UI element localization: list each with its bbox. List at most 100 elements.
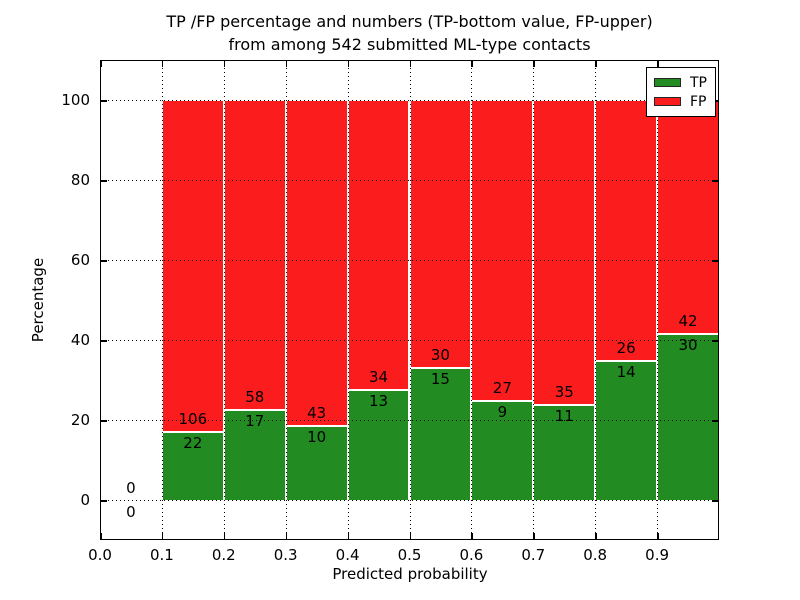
x-tick-label: 0.3 xyxy=(273,546,298,564)
y-tick-mark xyxy=(100,340,107,342)
bar-segment-tp xyxy=(409,366,472,500)
chart-title: TP /FP percentage and numbers (TP-bottom… xyxy=(100,10,719,56)
x-tick-label: 0.5 xyxy=(397,546,422,564)
legend-item-fp: FP xyxy=(654,92,707,111)
bar-segment-tp xyxy=(657,333,719,500)
bar-segment-fp xyxy=(161,100,224,432)
x-tick-mark xyxy=(657,533,659,540)
bar-segment-fp xyxy=(223,100,286,410)
bar-segment-fp xyxy=(347,100,410,390)
x-tick-label: 0.0 xyxy=(88,546,112,564)
x-tick-mark xyxy=(223,533,226,540)
x-tick-label: 0.8 xyxy=(583,546,608,564)
x-tick-mark xyxy=(595,533,597,540)
gridline-vertical xyxy=(471,60,473,540)
legend-swatch-tp xyxy=(654,78,681,87)
bar-segment-fp xyxy=(595,100,658,360)
y-tick-label: 20 xyxy=(70,411,90,429)
x-tick-label: 0.1 xyxy=(149,546,174,564)
y-tick-mark-right xyxy=(712,260,719,262)
bar-value-tp: 14 xyxy=(616,363,636,381)
x-tick-mark xyxy=(409,533,411,540)
gridline-vertical xyxy=(285,60,287,540)
y-tick-mark-right xyxy=(712,420,719,422)
bar-value-fp: 42 xyxy=(678,312,698,331)
y-tick-label: 60 xyxy=(70,251,90,269)
bar-segment-tp xyxy=(223,409,286,500)
y-tick-mark xyxy=(100,500,107,502)
bar-value-fp: 27 xyxy=(492,379,512,397)
y-tick-mark-right xyxy=(712,340,719,342)
bar-value-fp: 58 xyxy=(245,388,265,407)
bar-segment-fp xyxy=(471,100,534,400)
bar-value-tp: 11 xyxy=(554,407,574,426)
gridline-vertical xyxy=(409,60,411,540)
bar-value-tp: 0 xyxy=(126,503,136,521)
bar-value-fp: 35 xyxy=(554,383,574,402)
bar-value-tp: 17 xyxy=(245,412,265,431)
x-tick-mark xyxy=(347,533,350,540)
x-tick-mark-top xyxy=(347,60,350,67)
x-tick-mark-top xyxy=(223,60,226,67)
x-tick-mark xyxy=(533,533,535,540)
y-tick-mark xyxy=(100,180,107,182)
y-tick-mark xyxy=(100,420,107,422)
bar-value-tp: 22 xyxy=(183,434,203,453)
legend-label-fp: FP xyxy=(690,93,707,110)
y-tick-mark-right xyxy=(712,500,719,502)
x-tick-mark-top xyxy=(285,60,288,67)
y-tick-label: 80 xyxy=(70,171,90,189)
bar-value-fp: 106 xyxy=(178,410,208,429)
y-tick-mark-right xyxy=(712,180,719,182)
gridline-vertical xyxy=(161,60,163,540)
y-axis-label: Percentage xyxy=(29,257,47,343)
bar-segment-tp xyxy=(285,424,348,500)
legend-swatch-fp xyxy=(654,97,681,106)
bar-segment-fp xyxy=(285,100,348,425)
bar-segment-fp xyxy=(657,100,719,334)
x-tick-mark-top xyxy=(409,60,411,67)
bar-segment-tp xyxy=(595,360,658,500)
gridline-vertical xyxy=(533,60,535,540)
x-tick-label: 0.7 xyxy=(521,546,546,564)
bar-value-tp: 9 xyxy=(497,403,508,421)
x-tick-mark-top xyxy=(471,60,473,67)
bar-segment-tp xyxy=(347,389,410,500)
y-tick-label: 0 xyxy=(80,491,90,509)
bar-value-fp: 43 xyxy=(307,403,327,422)
x-tick-mark xyxy=(161,533,164,540)
legend-item-tp: TP xyxy=(654,73,707,92)
gridline-vertical xyxy=(223,60,225,540)
y-tick-label: 100 xyxy=(61,91,90,109)
y-tick-label: 40 xyxy=(70,331,90,349)
bar-segment-fp xyxy=(409,100,472,367)
x-tick-mark xyxy=(100,533,102,540)
chart-title-line2: from among 542 submitted ML-type contact… xyxy=(228,35,591,54)
bar-value-fp: 34 xyxy=(369,368,389,387)
x-tick-label: 0.2 xyxy=(211,546,236,564)
y-tick-mark xyxy=(100,100,107,102)
gridline-vertical xyxy=(595,60,597,540)
bar-value-tp: 13 xyxy=(369,392,389,411)
x-tick-mark-top xyxy=(657,60,659,67)
gridline-vertical xyxy=(657,60,659,540)
gridline-vertical xyxy=(347,60,349,540)
bar-value-tp: 10 xyxy=(307,427,327,446)
bar-value-tp: 30 xyxy=(678,336,698,355)
x-tick-mark-top xyxy=(533,60,535,67)
bar-value-fp: 0 xyxy=(126,479,136,497)
bar-value-fp: 30 xyxy=(430,345,450,364)
x-tick-label: 0.4 xyxy=(335,546,360,564)
x-tick-mark-top xyxy=(100,60,102,67)
bar-value-fp: 26 xyxy=(616,339,636,357)
x-axis-label: Predicted probability xyxy=(332,565,488,583)
x-tick-mark xyxy=(471,533,473,540)
bar-value-tp: 15 xyxy=(430,369,450,388)
x-tick-mark-top xyxy=(161,60,164,67)
y-tick-mark xyxy=(100,260,107,262)
x-tick-mark-top xyxy=(595,60,597,67)
chart-title-line1: TP /FP percentage and numbers (TP-bottom… xyxy=(166,12,653,31)
x-tick-label: 0.9 xyxy=(645,546,670,564)
x-tick-mark xyxy=(285,533,288,540)
